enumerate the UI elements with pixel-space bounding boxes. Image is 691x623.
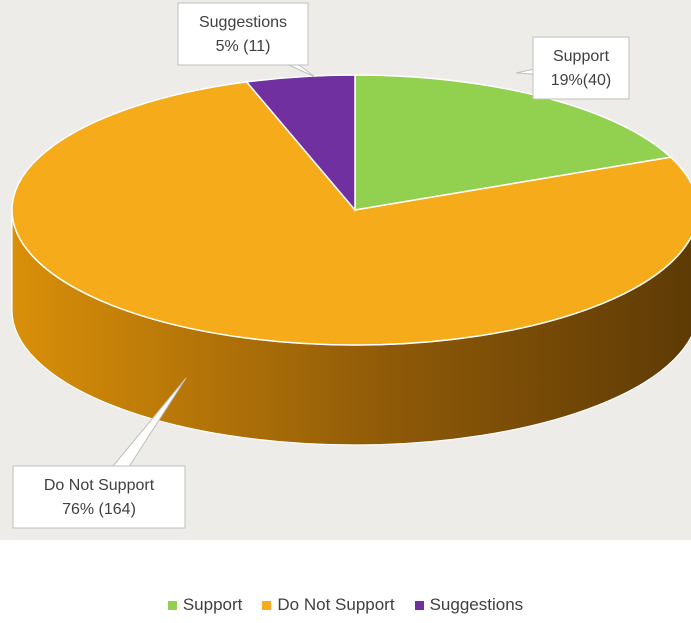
callout-do-not-support: Do Not Support 76% (164) — [12, 377, 187, 529]
chart-plot-area: Support 19%(40) Do Not Support 76% (164) Sug… — [0, 0, 691, 540]
legend-item-do-not-support: Do Not Support — [262, 595, 395, 615]
legend-label: Do Not Support — [277, 595, 395, 614]
chart-legend: Support Do Not Support Suggestions — [0, 595, 691, 615]
legend-label: Suggestions — [429, 595, 524, 614]
pie-chart: Support 19%(40) Do Not Support 76% (164) Sug… — [11, 2, 691, 529]
legend-swatch — [414, 600, 424, 610]
callout-support: Support 19%(40) — [515, 36, 630, 100]
legend-swatch — [262, 600, 272, 610]
callout-value-label: 76% (164) — [62, 501, 136, 518]
pie-callouts-layer: Support 19%(40) Do Not Support 76% (164) Sug… — [12, 2, 630, 529]
callout-category-label: Suggestions — [199, 14, 287, 31]
callout-value-label: 5% (11) — [216, 38, 271, 55]
pie-slice-do-not-support — [11, 81, 691, 346]
callout-category-label: Do Not Support — [44, 477, 155, 494]
callout-box — [12, 465, 186, 529]
legend-item-support: Support — [167, 595, 243, 615]
pie-top-layer — [11, 74, 691, 346]
callout-category-label: Support — [553, 48, 610, 65]
callout-value-label: 19%(40) — [551, 72, 611, 89]
legend-item-suggestions: Suggestions — [414, 595, 524, 615]
pie-slice-suggestions — [245, 74, 356, 213]
legend-label: Support — [182, 595, 243, 614]
callout-suggestions: Suggestions 5% (11) — [177, 2, 316, 78]
legend-swatch — [167, 600, 177, 610]
callout-box — [177, 2, 309, 66]
callout-box — [532, 36, 630, 100]
